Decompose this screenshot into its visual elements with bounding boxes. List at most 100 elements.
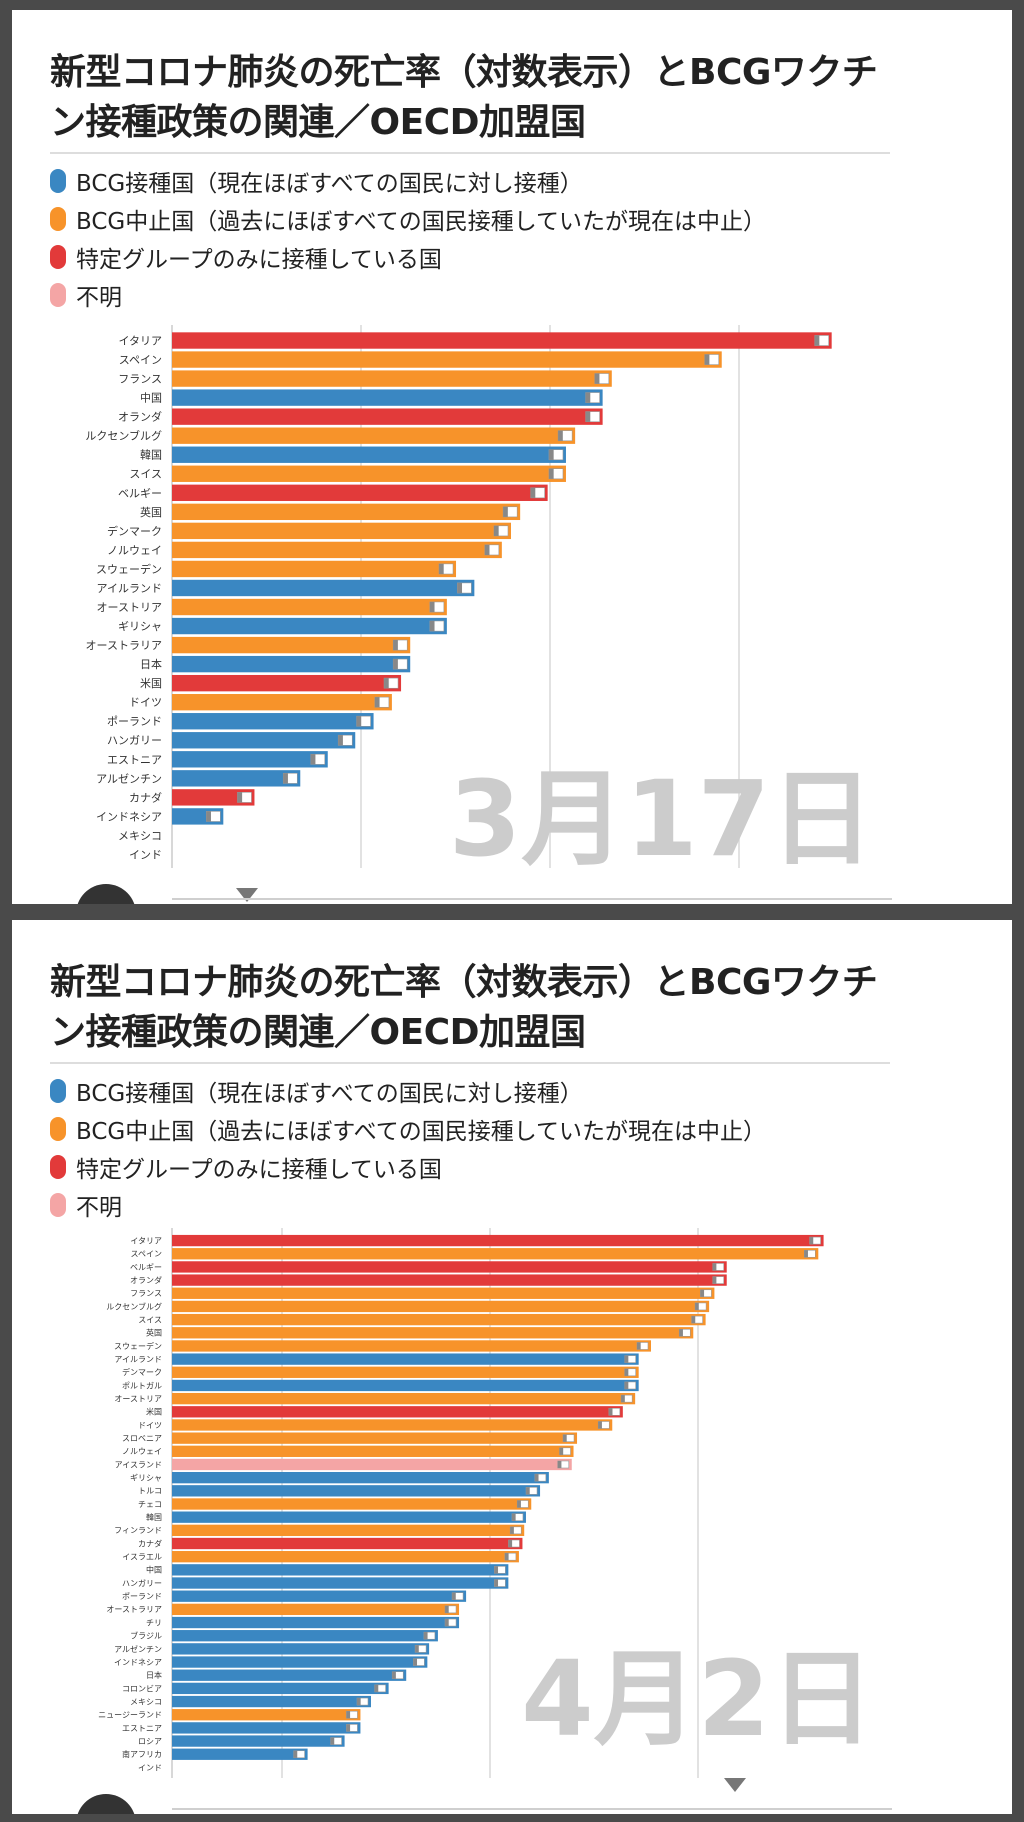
- bar[interactable]: [172, 579, 475, 597]
- bar[interactable]: [172, 1748, 308, 1760]
- bar[interactable]: [172, 1327, 694, 1339]
- bar[interactable]: [172, 636, 411, 654]
- flag-stripe: [517, 1500, 521, 1508]
- bar[interactable]: [172, 1300, 710, 1313]
- bar[interactable]: [172, 427, 576, 444]
- flag-stripe: [585, 411, 591, 422]
- legend-item-specific[interactable]: 特定グループのみに接種している国: [50, 238, 766, 276]
- category-label: インド: [138, 1763, 162, 1772]
- category-label: ノルウェイ: [107, 544, 162, 557]
- bar[interactable]: [172, 503, 521, 521]
- bar[interactable]: [172, 1695, 371, 1708]
- bar[interactable]: [172, 1564, 509, 1576]
- bar[interactable]: [172, 332, 832, 349]
- bar[interactable]: [172, 1406, 623, 1418]
- category-label: スペイン: [119, 354, 162, 367]
- bar[interactable]: [172, 1511, 526, 1523]
- bar[interactable]: [172, 1485, 541, 1497]
- bar[interactable]: [172, 1656, 428, 1668]
- bar[interactable]: [172, 751, 328, 768]
- flag-stripe: [598, 1421, 602, 1429]
- bar[interactable]: [172, 1432, 578, 1444]
- bar[interactable]: [172, 1392, 636, 1405]
- category-label: ブラジル: [130, 1631, 162, 1641]
- timeline-pointer-icon[interactable]: [724, 1778, 746, 1792]
- bar[interactable]: [172, 1537, 523, 1550]
- bar[interactable]: [172, 1709, 361, 1721]
- bar[interactable]: [172, 1340, 652, 1352]
- bar[interactable]: [172, 1419, 613, 1431]
- bar[interactable]: [172, 1471, 549, 1484]
- bar[interactable]: [172, 1643, 430, 1655]
- category-label: コロンビア: [122, 1684, 162, 1693]
- legend-item-unknown[interactable]: 不明: [50, 276, 766, 314]
- bar[interactable]: [172, 1366, 639, 1378]
- bar[interactable]: [172, 465, 566, 482]
- bar[interactable]: [172, 484, 548, 501]
- bar[interactable]: [172, 1274, 727, 1286]
- category-label: メキシコ: [130, 1697, 162, 1706]
- bar[interactable]: [172, 370, 612, 387]
- bar[interactable]: [172, 1445, 574, 1457]
- play-button[interactable]: [76, 884, 136, 904]
- bar[interactable]: [172, 1735, 345, 1747]
- legend-item-bcg[interactable]: BCG接種国（現在ほぼすべての国民に対し接種）: [50, 162, 766, 200]
- bar[interactable]: [172, 1524, 525, 1537]
- category-label: アイルランド: [114, 1355, 162, 1364]
- legend-item-stopped[interactable]: BCG中止国（過去にほぼすべての国民接種していたが現在は中止）: [50, 200, 766, 238]
- bar[interactable]: [172, 598, 447, 616]
- bar[interactable]: [172, 1630, 438, 1642]
- bar[interactable]: [172, 1248, 819, 1260]
- bar[interactable]: [172, 1379, 639, 1392]
- legend-item-specific[interactable]: 特定グループのみに接種している国: [50, 1148, 766, 1186]
- timeline-slider[interactable]: [172, 1808, 892, 1814]
- legend-item-unknown[interactable]: 不明: [50, 1186, 766, 1224]
- bar[interactable]: [172, 1682, 389, 1695]
- category-label: アルゼンチン: [114, 1644, 162, 1654]
- flag-stripe: [452, 1592, 456, 1600]
- bar[interactable]: [172, 1261, 727, 1273]
- bar[interactable]: [172, 655, 411, 673]
- bar[interactable]: [172, 408, 603, 425]
- bar[interactable]: [172, 1234, 824, 1247]
- bar[interactable]: [172, 522, 511, 540]
- bar[interactable]: [172, 789, 255, 806]
- flag-stripe: [700, 1289, 705, 1297]
- bar[interactable]: [172, 1498, 532, 1510]
- bar[interactable]: [172, 389, 603, 406]
- bar[interactable]: [172, 1551, 519, 1563]
- bar[interactable]: [172, 1722, 361, 1734]
- flag-stripe: [356, 716, 362, 727]
- bar[interactable]: [172, 541, 502, 559]
- play-button[interactable]: [76, 1794, 136, 1814]
- bar[interactable]: [172, 1577, 509, 1589]
- category-label: 中国: [140, 392, 162, 405]
- category-label: 南アフリカ: [122, 1749, 162, 1759]
- bar[interactable]: [172, 1669, 407, 1681]
- bar[interactable]: [172, 560, 457, 578]
- flag-stripe: [695, 1302, 699, 1310]
- bar[interactable]: [172, 1590, 467, 1602]
- bar[interactable]: [172, 674, 402, 692]
- legend-item-stopped[interactable]: BCG中止国（過去にほぼすべての国民接種していたが現在は中止）: [50, 1110, 766, 1148]
- bar[interactable]: [172, 351, 722, 368]
- legend-item-bcg[interactable]: BCG接種国（現在ほぼすべての国民に対し接種）: [50, 1072, 766, 1110]
- bar[interactable]: [172, 1603, 460, 1616]
- category-label: インドネシア: [114, 1658, 162, 1667]
- bar[interactable]: [172, 770, 301, 787]
- chart-panel-march17: 新型コロナ肺炎の死亡率（対数表示）とBCGワクチン接種政策の関連／OECD加盟国…: [12, 10, 1012, 904]
- category-label: デンマーク: [107, 524, 162, 538]
- bar[interactable]: [172, 713, 374, 730]
- bar[interactable]: [172, 617, 447, 635]
- timeline-slider[interactable]: [172, 898, 892, 904]
- bar[interactable]: [172, 1458, 572, 1471]
- flag-stripe: [608, 1408, 613, 1416]
- bar[interactable]: [172, 732, 356, 749]
- bar[interactable]: [172, 1287, 715, 1299]
- bar[interactable]: [172, 1353, 639, 1365]
- bar[interactable]: [172, 694, 392, 711]
- bar[interactable]: [172, 1313, 706, 1326]
- bar[interactable]: [172, 1616, 460, 1629]
- flag-stripe: [429, 601, 435, 613]
- bar[interactable]: [172, 446, 566, 463]
